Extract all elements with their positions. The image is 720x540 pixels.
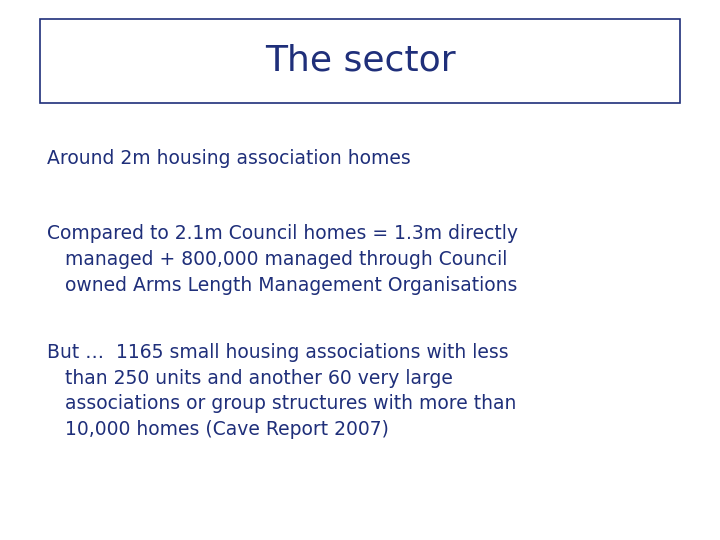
- Text: Compared to 2.1m Council homes = 1.3m directly
   managed + 800,000 managed thro: Compared to 2.1m Council homes = 1.3m di…: [47, 224, 518, 295]
- FancyBboxPatch shape: [40, 19, 680, 103]
- Text: The sector: The sector: [265, 44, 455, 78]
- Text: Around 2m housing association homes: Around 2m housing association homes: [47, 148, 410, 167]
- Text: But …  1165 small housing associations with less
   than 250 units and another 6: But … 1165 small housing associations wi…: [47, 343, 516, 439]
